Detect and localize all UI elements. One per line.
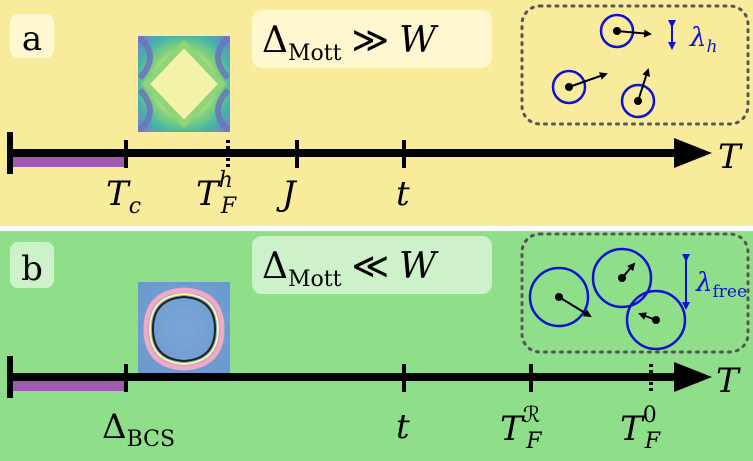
lambda-free-label: λfree [695,268,747,302]
fermi-surface-square-icon [137,35,231,133]
tick-label-tc: Tc [106,174,141,219]
panel-a-particles: λh [551,13,717,119]
panel-b-ticks: ΔBCS t Tℛ F T0 F [102,364,661,454]
panel-a-axis: T [7,132,743,177]
panel-b-axis: T [7,356,741,401]
panel-a: a ΔMott ≫ W λh [0,0,753,226]
panel-b: b ΔMott ≪ W λfree [0,231,753,461]
tick-label-t: t [396,174,410,214]
fermi-surface-rounded-icon [138,282,230,376]
panel-b-axis-label: T [716,361,741,401]
panel-a-axis-label: T [718,137,743,177]
tick-label-j: J [276,174,298,214]
tick-label-tfh: Th F [196,168,237,219]
tick-label-t: t [396,407,410,447]
panel-a-condition-box [252,10,492,68]
particle-circle [620,83,656,119]
panel-a-label-box [10,14,54,58]
panel-b-label: b [21,249,43,289]
particle-circle [591,247,653,309]
tick-label-tf0: T0 F [620,403,661,454]
panel-b-condition-box [252,236,492,294]
panel-separator [0,226,753,231]
panel-b-particles: λfree [528,247,747,351]
panel-a-ticks: Tc Th F J t [106,140,410,219]
particle-circle [599,13,635,49]
panel-a-label: a [22,19,42,59]
panel-a-particle-box [520,4,750,126]
particle-circle [528,266,590,328]
particle-circle [551,69,587,105]
tick-label-tfr: Tℛ F [500,403,542,454]
panel-b-particle-box [520,232,750,354]
panel-b-condition: ΔMott ≪ W [262,246,439,292]
tick-label-delta-bcs: ΔBCS [102,407,175,452]
particle-circle [625,289,687,351]
panel-b-label-box [10,242,54,288]
panel-a-condition: ΔMott ≫ W [262,20,439,66]
lambda-h-label: λh [689,23,717,57]
